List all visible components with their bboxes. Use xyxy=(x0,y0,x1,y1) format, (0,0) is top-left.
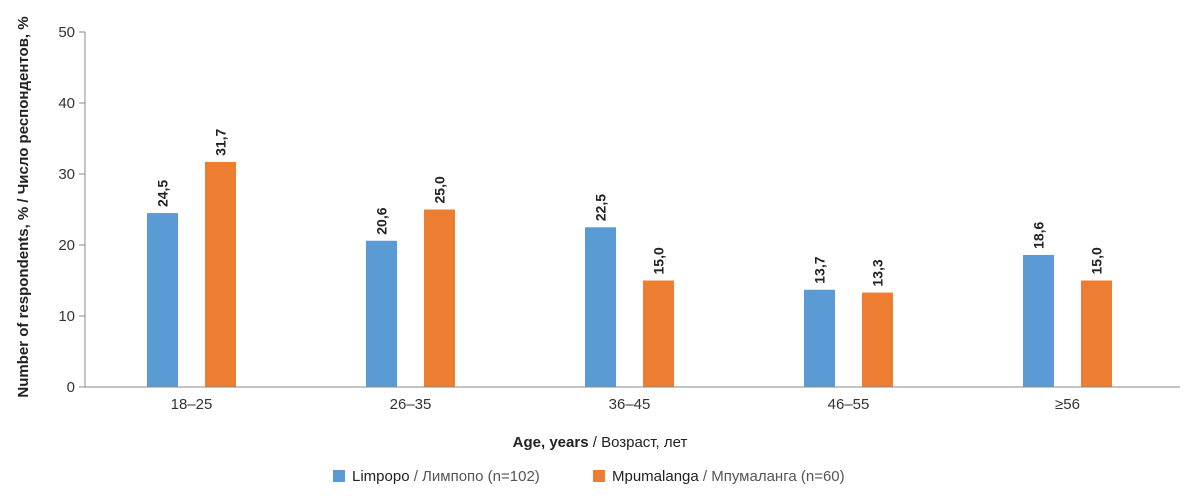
x-tick-label: 36–45 xyxy=(609,396,651,413)
data-label: 13,3 xyxy=(870,259,886,286)
x-axis-title-ru: / Возраст, лет xyxy=(593,434,688,451)
legend: Limpopo / Лимпопо (n=102) Mpumalanga / М… xyxy=(333,468,845,485)
legend-swatch-limpopo xyxy=(333,470,345,482)
legend-mpumalanga-ru: / Мпумаланга (n=60) xyxy=(703,468,845,485)
bar-mpumalanga xyxy=(1081,280,1112,387)
legend-label-limpopo: Limpopo / Лимпопо (n=102) xyxy=(352,468,540,485)
y-tick-label: 30 xyxy=(58,166,75,183)
data-label: 31,7 xyxy=(213,128,229,155)
x-axis: 18–25 26–35 36–45 46–55 ≥56 xyxy=(85,386,1180,413)
y-tick-label: 10 xyxy=(58,308,75,325)
legend-label-mpumalanga: Mpumalanga / Мпумаланга (n=60) xyxy=(612,468,845,485)
bar-mpumalanga xyxy=(205,161,236,387)
x-tick-label: 18–25 xyxy=(171,396,213,413)
legend-limpopo-en: Limpopo xyxy=(352,468,410,485)
data-label: 13,7 xyxy=(812,256,828,283)
data-label: 15,0 xyxy=(1089,247,1105,274)
bar-limpopo xyxy=(585,227,616,387)
y-axis-title: Number of respondents, % / Число респонд… xyxy=(15,16,32,397)
bar-limpopo xyxy=(804,289,835,387)
data-label: 24,5 xyxy=(155,180,171,207)
y-tick-label: 0 xyxy=(67,379,75,396)
x-tick-label: ≥56 xyxy=(1055,396,1080,413)
data-label: 15,0 xyxy=(651,247,667,274)
x-axis-title: Age, years / Возраст, лет xyxy=(513,434,688,451)
bars: 24,5 31,7 20,6 25,0 22,5 15,0 13,7 13,3 18,6 15,0 xyxy=(147,128,1112,387)
x-axis-title-en: Age, years xyxy=(513,434,589,451)
data-label: 25,0 xyxy=(432,176,448,203)
bar-limpopo xyxy=(366,240,397,387)
legend-limpopo-ru: / Лимпопо (n=102) xyxy=(414,468,540,485)
y-axis: 0 10 20 30 40 50 xyxy=(58,24,86,396)
legend-mpumalanga-en: Mpumalanga xyxy=(612,468,699,485)
bar-limpopo xyxy=(1023,254,1054,387)
bar-limpopo xyxy=(147,213,178,387)
legend-swatch-mpumalanga xyxy=(593,470,605,482)
y-tick-label: 40 xyxy=(58,95,75,112)
x-tick-label: 46–55 xyxy=(828,396,870,413)
bar-mpumalanga xyxy=(424,209,455,387)
y-tick-label: 50 xyxy=(58,24,75,41)
bar-mpumalanga xyxy=(862,292,893,387)
data-label: 18,6 xyxy=(1031,221,1047,248)
x-tick-label: 26–35 xyxy=(390,396,432,413)
bar-mpumalanga xyxy=(643,280,674,387)
data-label: 20,6 xyxy=(374,207,390,234)
y-tick-label: 20 xyxy=(58,237,75,254)
data-label: 22,5 xyxy=(593,194,609,221)
